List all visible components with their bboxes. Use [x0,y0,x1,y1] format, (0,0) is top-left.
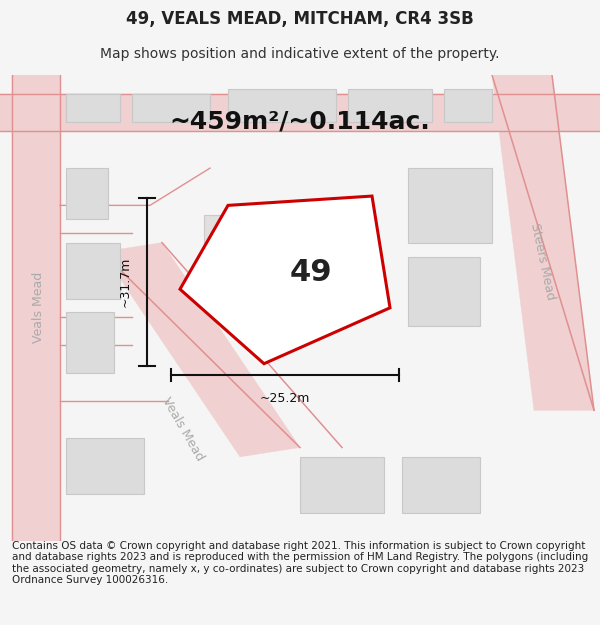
Polygon shape [66,168,108,219]
Polygon shape [408,257,480,326]
Polygon shape [180,196,390,364]
Polygon shape [204,214,330,299]
Polygon shape [408,168,492,242]
Text: 49: 49 [289,258,332,287]
Text: Contains OS data © Crown copyright and database right 2021. This information is : Contains OS data © Crown copyright and d… [12,541,588,586]
Text: Veals Mead: Veals Mead [32,272,46,344]
Polygon shape [12,75,60,541]
Text: Veals Mead: Veals Mead [160,395,206,463]
Text: Steers Mead: Steers Mead [529,222,557,301]
Polygon shape [300,457,384,512]
Polygon shape [66,438,144,494]
Polygon shape [492,75,594,410]
Text: ~459m²/~0.114ac.: ~459m²/~0.114ac. [170,109,430,134]
Polygon shape [66,242,120,299]
Polygon shape [66,94,120,121]
Polygon shape [66,312,114,373]
Polygon shape [444,89,492,121]
Text: ~31.7m: ~31.7m [119,257,132,308]
Text: 49, VEALS MEAD, MITCHAM, CR4 3SB: 49, VEALS MEAD, MITCHAM, CR4 3SB [126,10,474,27]
Text: ~25.2m: ~25.2m [260,392,310,404]
Text: Map shows position and indicative extent of the property.: Map shows position and indicative extent… [100,47,500,61]
Polygon shape [0,94,600,131]
Polygon shape [348,89,432,121]
Polygon shape [228,89,336,121]
Polygon shape [402,457,480,512]
Polygon shape [102,242,300,457]
Polygon shape [132,94,210,121]
